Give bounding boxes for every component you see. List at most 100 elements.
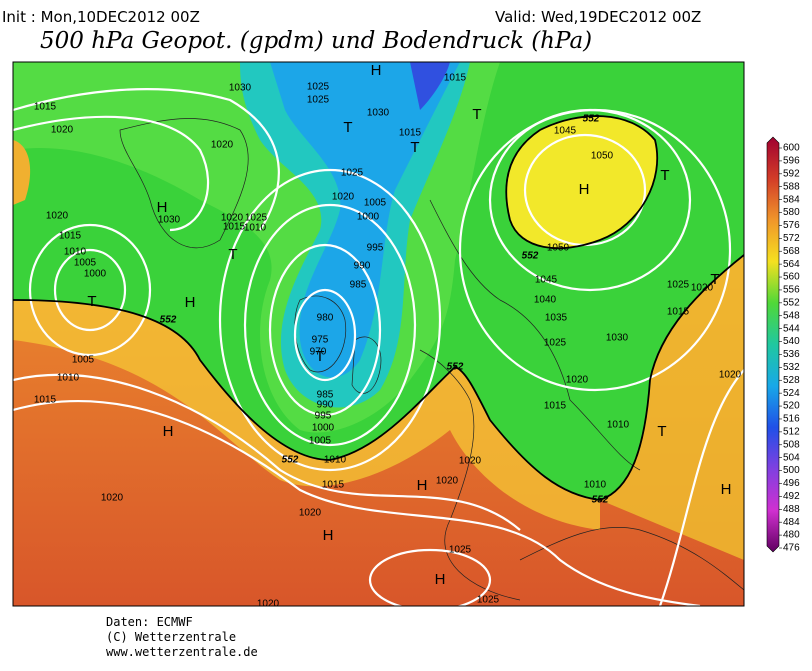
height-label: 552 (282, 455, 299, 466)
isobar-label: 1020 (436, 476, 459, 487)
isobar-label: 1005 (72, 355, 95, 366)
colorbar-label: 508 (783, 439, 800, 450)
colorbar-label: 580 (783, 207, 800, 218)
isobar-label: 1025 (307, 82, 330, 93)
isobar-label: 1010 (57, 373, 80, 384)
colorbar-label: 532 (783, 362, 800, 373)
colorbar-label: 560 (783, 272, 800, 283)
colorbar-body (766, 136, 780, 553)
isobar-label: 980 (317, 313, 334, 324)
isobar-label: 1020 (46, 211, 69, 222)
height-contours (13, 115, 744, 501)
colorbar-label: 476 (783, 543, 800, 554)
colorbar-label: 536 (783, 349, 800, 360)
isobar-label: 1030 (229, 83, 252, 94)
footer-line: www.wetterzentrale.de (106, 645, 258, 659)
isobar-label: 1020 (332, 192, 355, 203)
colorbar-label: 480 (783, 530, 800, 541)
isobar-label: 1020 (691, 283, 714, 294)
colorbar-label: 488 (783, 504, 800, 515)
isobar-label: 1020 (101, 493, 124, 504)
pressure-center: T (87, 293, 96, 310)
colorbar-label: 544 (783, 323, 800, 334)
isobar-label: 1025 (307, 95, 330, 106)
isobar-label: 1050 (591, 151, 614, 162)
isobar-label: 1025 (667, 280, 690, 291)
colorbar-label: 540 (783, 336, 800, 347)
yellow-band (13, 300, 600, 530)
valid-time: Valid: Wed,19DEC2012 00Z (495, 8, 701, 26)
pressure-center: T (710, 271, 719, 288)
colorbar-label: 588 (783, 181, 800, 192)
pressure-center: T (410, 139, 419, 156)
colorbar-label: 492 (783, 491, 800, 502)
map: 1015102010201015101010051000100510101015… (13, 62, 744, 610)
colorbar-label: 524 (783, 388, 800, 399)
pressure-center: H (185, 294, 196, 311)
isobar-label: 1050 (547, 243, 570, 254)
isobar-label: 1015 (34, 102, 57, 113)
init-time: Init : Mon,10DEC2012 00Z (2, 8, 200, 26)
isobar-label: 990 (317, 400, 334, 411)
colorbar-label: 564 (783, 259, 800, 270)
isobar-label: 1020 (719, 370, 742, 381)
pressure-center: T (343, 119, 352, 136)
isobar-label: 1015 (667, 307, 690, 318)
pressure-center: H (157, 199, 168, 216)
pressure-center: H (579, 181, 590, 198)
isobar-label: 1015 (59, 231, 82, 242)
colorbar-label: 504 (783, 452, 800, 463)
isobar-label: 1010 (244, 223, 267, 234)
isobar-label: 1015 (444, 73, 467, 84)
isobar-label: 1015 (544, 401, 567, 412)
isobar-label: 1005 (74, 258, 97, 269)
height-label: 552 (447, 362, 464, 373)
isobar-label: 1010 (607, 420, 630, 431)
isobar-label: 1015 (34, 395, 57, 406)
pressure-center: H (435, 571, 446, 588)
colorbar-label: 584 (783, 194, 800, 205)
height-label: 552 (160, 315, 177, 326)
pressure-center: T (660, 167, 669, 184)
pressure-center: T (228, 246, 237, 263)
blue-field (270, 62, 460, 378)
isobar-label: 1020 (459, 456, 482, 467)
isobar-label: 1025 (449, 545, 472, 556)
map-title: 500 hPa Geopot. (gpdm) und Bodendruck (h… (40, 28, 592, 54)
isobar-label: 1045 (554, 126, 577, 137)
isobar-label: 1030 (367, 108, 390, 119)
colorbar-label: 548 (783, 310, 800, 321)
isobar-label: 1020 (257, 599, 280, 610)
isobar-label: 1020 (51, 125, 74, 136)
pressure-center: H (417, 477, 428, 494)
colorbar-label: 572 (783, 233, 800, 244)
pressure-center: T (657, 423, 666, 440)
isobar-label: 1000 (84, 269, 107, 280)
isobar-label: 995 (315, 411, 332, 422)
height-label: 552 (592, 495, 609, 506)
colorbar-label: 556 (783, 285, 800, 296)
colorbar-label: 520 (783, 401, 800, 412)
isobar-label: 1005 (309, 436, 332, 447)
isobar-label: 1025 (341, 168, 364, 179)
isobar-label: 985 (317, 390, 334, 401)
isobar-label: 985 (350, 280, 367, 291)
isobar-label: 1025 (477, 595, 500, 606)
pressure-center: T (315, 348, 324, 365)
isobar-label: 1015 (223, 222, 246, 233)
pressure-center: H (323, 527, 334, 544)
isobar-label: 1025 (544, 338, 567, 349)
isobar-label: 1030 (158, 215, 181, 226)
pressure-center: T (472, 106, 481, 123)
isobar-label: 1030 (606, 333, 629, 344)
deep-blue-field (410, 62, 450, 110)
height-label: 552 (583, 114, 600, 125)
map-frame (12, 61, 745, 607)
isobar-label: 1010 (324, 455, 347, 466)
pressure-center: H (163, 423, 174, 440)
isobar-label: 1025 (245, 213, 268, 224)
isobar-label: 975 (312, 335, 329, 346)
isobar-label: 1010 (64, 247, 87, 258)
